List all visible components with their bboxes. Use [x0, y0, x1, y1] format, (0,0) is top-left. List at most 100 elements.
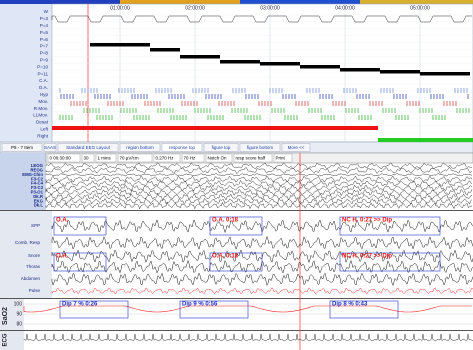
- spo2-tick: 100: [14, 301, 23, 307]
- toolbar-label: figure bottom: [247, 145, 274, 150]
- toolbar-button[interactable]: [57, 143, 119, 152]
- setting-field[interactable]: [181, 153, 205, 163]
- setting-field[interactable]: [95, 153, 117, 163]
- toolbar-label: P5 - 7 Item: [11, 145, 33, 150]
- row-label: P=9: [40, 58, 49, 63]
- row-label: Hyp: [40, 92, 49, 97]
- spo2-label: SaO2: [2, 307, 9, 325]
- eeg-waveform: [45, 188, 473, 197]
- resp-labels-panel: [0, 211, 52, 298]
- stage-bar: [150, 48, 180, 52]
- event-label: O.A.: [56, 254, 69, 260]
- position-bar: [378, 138, 473, 142]
- resp-label: Comb. Resp: [15, 240, 41, 245]
- setting-text: 70 µV/cm: [120, 155, 139, 160]
- row-label: P=11: [37, 71, 48, 76]
- toolbar-label: Standard EEG Layout: [66, 145, 111, 150]
- setting-field[interactable]: [233, 153, 273, 163]
- eeg-waveform: [45, 180, 473, 188]
- setting-text: 30: [84, 155, 90, 160]
- time-label: 02:00:00: [185, 5, 205, 11]
- channel-label: Dk.R: [33, 194, 44, 199]
- desat-bar: [52, 126, 378, 130]
- stage-bar: [420, 72, 470, 76]
- status-strip: [360, 0, 473, 4]
- channel-label: F3-C3: [31, 185, 44, 190]
- toolbar-label: figure top: [212, 145, 231, 150]
- event-label: O.A. 0:18: [212, 254, 239, 260]
- row-label: Left: [40, 127, 48, 132]
- setting-text: 70 Hz: [184, 155, 197, 160]
- channel-label: F3-C2: [31, 176, 44, 181]
- spo2-tick: 80: [16, 321, 22, 327]
- eeg-waveform: [45, 166, 473, 174]
- channel-label: EMG-Chin: [22, 172, 43, 177]
- time-label: 05:00:00: [410, 5, 430, 11]
- toolbar-button[interactable]: [43, 143, 57, 152]
- row-label: C.A.: [39, 78, 48, 83]
- event-box: [209, 216, 263, 236]
- stage-bar: [340, 68, 380, 72]
- toolbar-button[interactable]: [203, 143, 239, 152]
- setting-field[interactable]: [153, 153, 181, 163]
- wake-trace: [51, 15, 472, 23]
- channel-label: F4-C4: [31, 181, 44, 186]
- event-label: O.A.: [56, 218, 69, 224]
- resp-label: Abdomen: [21, 276, 41, 281]
- setting-text: 0 00:30:00: [50, 155, 72, 160]
- time-label: 03:00:00: [260, 5, 280, 11]
- toolbar-button[interactable]: [119, 143, 161, 152]
- event-box: [53, 216, 107, 236]
- setting-field[interactable]: [81, 153, 95, 163]
- row-label: LLMov.: [33, 113, 48, 118]
- setting-text: Print: [276, 155, 286, 160]
- stage-bar: [380, 70, 420, 74]
- toolbar-button[interactable]: [161, 143, 203, 152]
- stage-bar: [220, 60, 260, 64]
- dip-label: Dip 9 % 0:56: [182, 302, 218, 308]
- toolbar-label: More <<: [288, 145, 305, 150]
- ecg-trace: [23, 333, 473, 341]
- eeg-waveform: [45, 184, 473, 192]
- toolbar-button[interactable]: [1, 143, 43, 152]
- eeg-waveform: [45, 162, 473, 170]
- setting-field[interactable]: [205, 153, 233, 163]
- event-label: NC H. 0:27 >> Dip: [342, 218, 392, 224]
- row-label: Desat: [36, 120, 49, 125]
- resp-label: SPP: [31, 223, 40, 228]
- setting-text: 1 mins: [98, 155, 112, 160]
- spo2-tick: 90: [16, 311, 22, 317]
- setting-text: 0.270 Hz: [156, 155, 175, 160]
- event-box: [339, 216, 441, 236]
- stage-bar: [300, 65, 340, 69]
- row-label: Mov.: [38, 99, 48, 104]
- ecg-label: ECG: [3, 333, 9, 346]
- resp-waveform: [51, 272, 473, 287]
- row-label: P=8: [40, 51, 49, 56]
- channel-label: EKG: [34, 198, 44, 203]
- eeg-waveform: [45, 201, 473, 210]
- setting-field[interactable]: [117, 153, 153, 163]
- toolbar-label: response top: [169, 145, 196, 150]
- setting-field[interactable]: [273, 153, 293, 163]
- status-strip: [240, 0, 360, 4]
- eeg-labels-panel: [0, 153, 46, 210]
- setting-field[interactable]: [47, 153, 81, 163]
- toolbar-button[interactable]: [281, 143, 311, 152]
- toolbar-label: region bottom: [126, 145, 154, 150]
- toolbar-button[interactable]: [239, 143, 281, 152]
- row-label: W: [44, 9, 49, 14]
- resp-label: Thorax: [26, 264, 41, 269]
- status-strip: [0, 0, 120, 4]
- time-label: 01:00:00: [110, 5, 130, 11]
- channel-label: REOG: [30, 168, 43, 173]
- row-label: P=3: [40, 16, 49, 21]
- row-label: P=4: [40, 23, 49, 28]
- stage-bar: [180, 55, 220, 59]
- hypnogram-labels-panel: [0, 4, 52, 142]
- row-label: P=10: [37, 64, 48, 69]
- setting-text: resp score half: [236, 155, 266, 160]
- setting-text: Notch On: [208, 155, 228, 160]
- resp-label: Snore: [28, 253, 41, 258]
- resp-waveform: [51, 235, 473, 250]
